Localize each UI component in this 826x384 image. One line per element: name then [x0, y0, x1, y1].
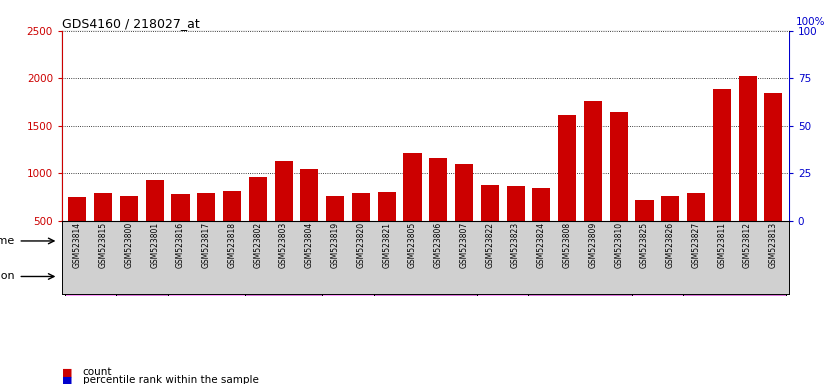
Bar	[64, 227, 168, 255]
Text: control: control	[193, 272, 220, 281]
Bar	[403, 153, 421, 221]
Text: JFH-1 Hepatitis C
Virus: JFH-1 Hepatitis C Virus	[702, 267, 767, 286]
Bar	[223, 191, 241, 221]
Bar	[481, 185, 499, 221]
Bar	[352, 193, 370, 221]
Bar	[322, 257, 374, 296]
Bar	[477, 257, 529, 296]
Text: control: control	[335, 272, 362, 281]
Bar	[533, 189, 550, 221]
Text: 18 hours: 18 hours	[377, 236, 423, 246]
Bar	[558, 115, 577, 221]
Bar	[249, 177, 267, 221]
Text: 12 hours: 12 hours	[222, 236, 268, 246]
Text: count: count	[83, 367, 112, 377]
Text: JFH-1 Hepa
titis C Virus: JFH-1 Hepa titis C Virus	[120, 267, 164, 286]
Bar	[69, 197, 87, 221]
Bar	[120, 196, 138, 221]
Bar	[197, 193, 216, 221]
Text: control: control	[489, 272, 516, 281]
Bar	[687, 193, 705, 221]
Text: time: time	[0, 236, 15, 246]
Bar	[584, 101, 602, 221]
Text: JFH-1 Hepatitis C
Virus: JFH-1 Hepatitis C Virus	[393, 267, 458, 286]
Text: JFH-1 Hepatitis C
Virus: JFH-1 Hepatitis C Virus	[548, 267, 612, 286]
Bar	[455, 164, 473, 221]
Bar	[116, 257, 168, 296]
Bar	[168, 227, 322, 255]
Bar	[172, 194, 189, 221]
Bar	[168, 257, 245, 296]
Bar	[94, 193, 112, 221]
Text: ■: ■	[62, 375, 73, 384]
Bar	[64, 257, 116, 296]
Bar	[683, 257, 786, 296]
Text: 100%: 100%	[796, 17, 826, 27]
Text: 48 hours: 48 hours	[686, 236, 732, 246]
Bar	[477, 227, 632, 255]
Text: control: control	[77, 272, 104, 281]
Bar	[374, 257, 477, 296]
Text: ■: ■	[62, 367, 73, 377]
Bar	[662, 196, 679, 221]
Bar	[377, 192, 396, 221]
Text: GDS4160 / 218027_at: GDS4160 / 218027_at	[62, 17, 200, 30]
Bar	[245, 257, 322, 296]
Bar	[430, 157, 448, 221]
Text: JFH-1 Hepatitis C
Virus: JFH-1 Hepatitis C Virus	[251, 267, 316, 286]
Bar	[506, 185, 525, 221]
Bar	[301, 169, 318, 221]
Bar	[529, 257, 632, 296]
Bar	[274, 161, 292, 221]
Bar	[610, 111, 628, 221]
Text: 6 hours: 6 hours	[97, 236, 135, 246]
Bar	[322, 227, 477, 255]
Bar	[764, 93, 782, 221]
Bar	[635, 200, 653, 221]
Bar	[632, 227, 786, 255]
Text: 24 hours: 24 hours	[531, 236, 577, 246]
Bar	[145, 180, 164, 221]
Bar	[326, 196, 344, 221]
Bar	[738, 76, 757, 221]
Text: control: control	[644, 272, 671, 281]
Text: percentile rank within the sample: percentile rank within the sample	[83, 375, 259, 384]
Bar	[713, 89, 731, 221]
Text: infection: infection	[0, 271, 15, 281]
Bar	[632, 257, 683, 296]
